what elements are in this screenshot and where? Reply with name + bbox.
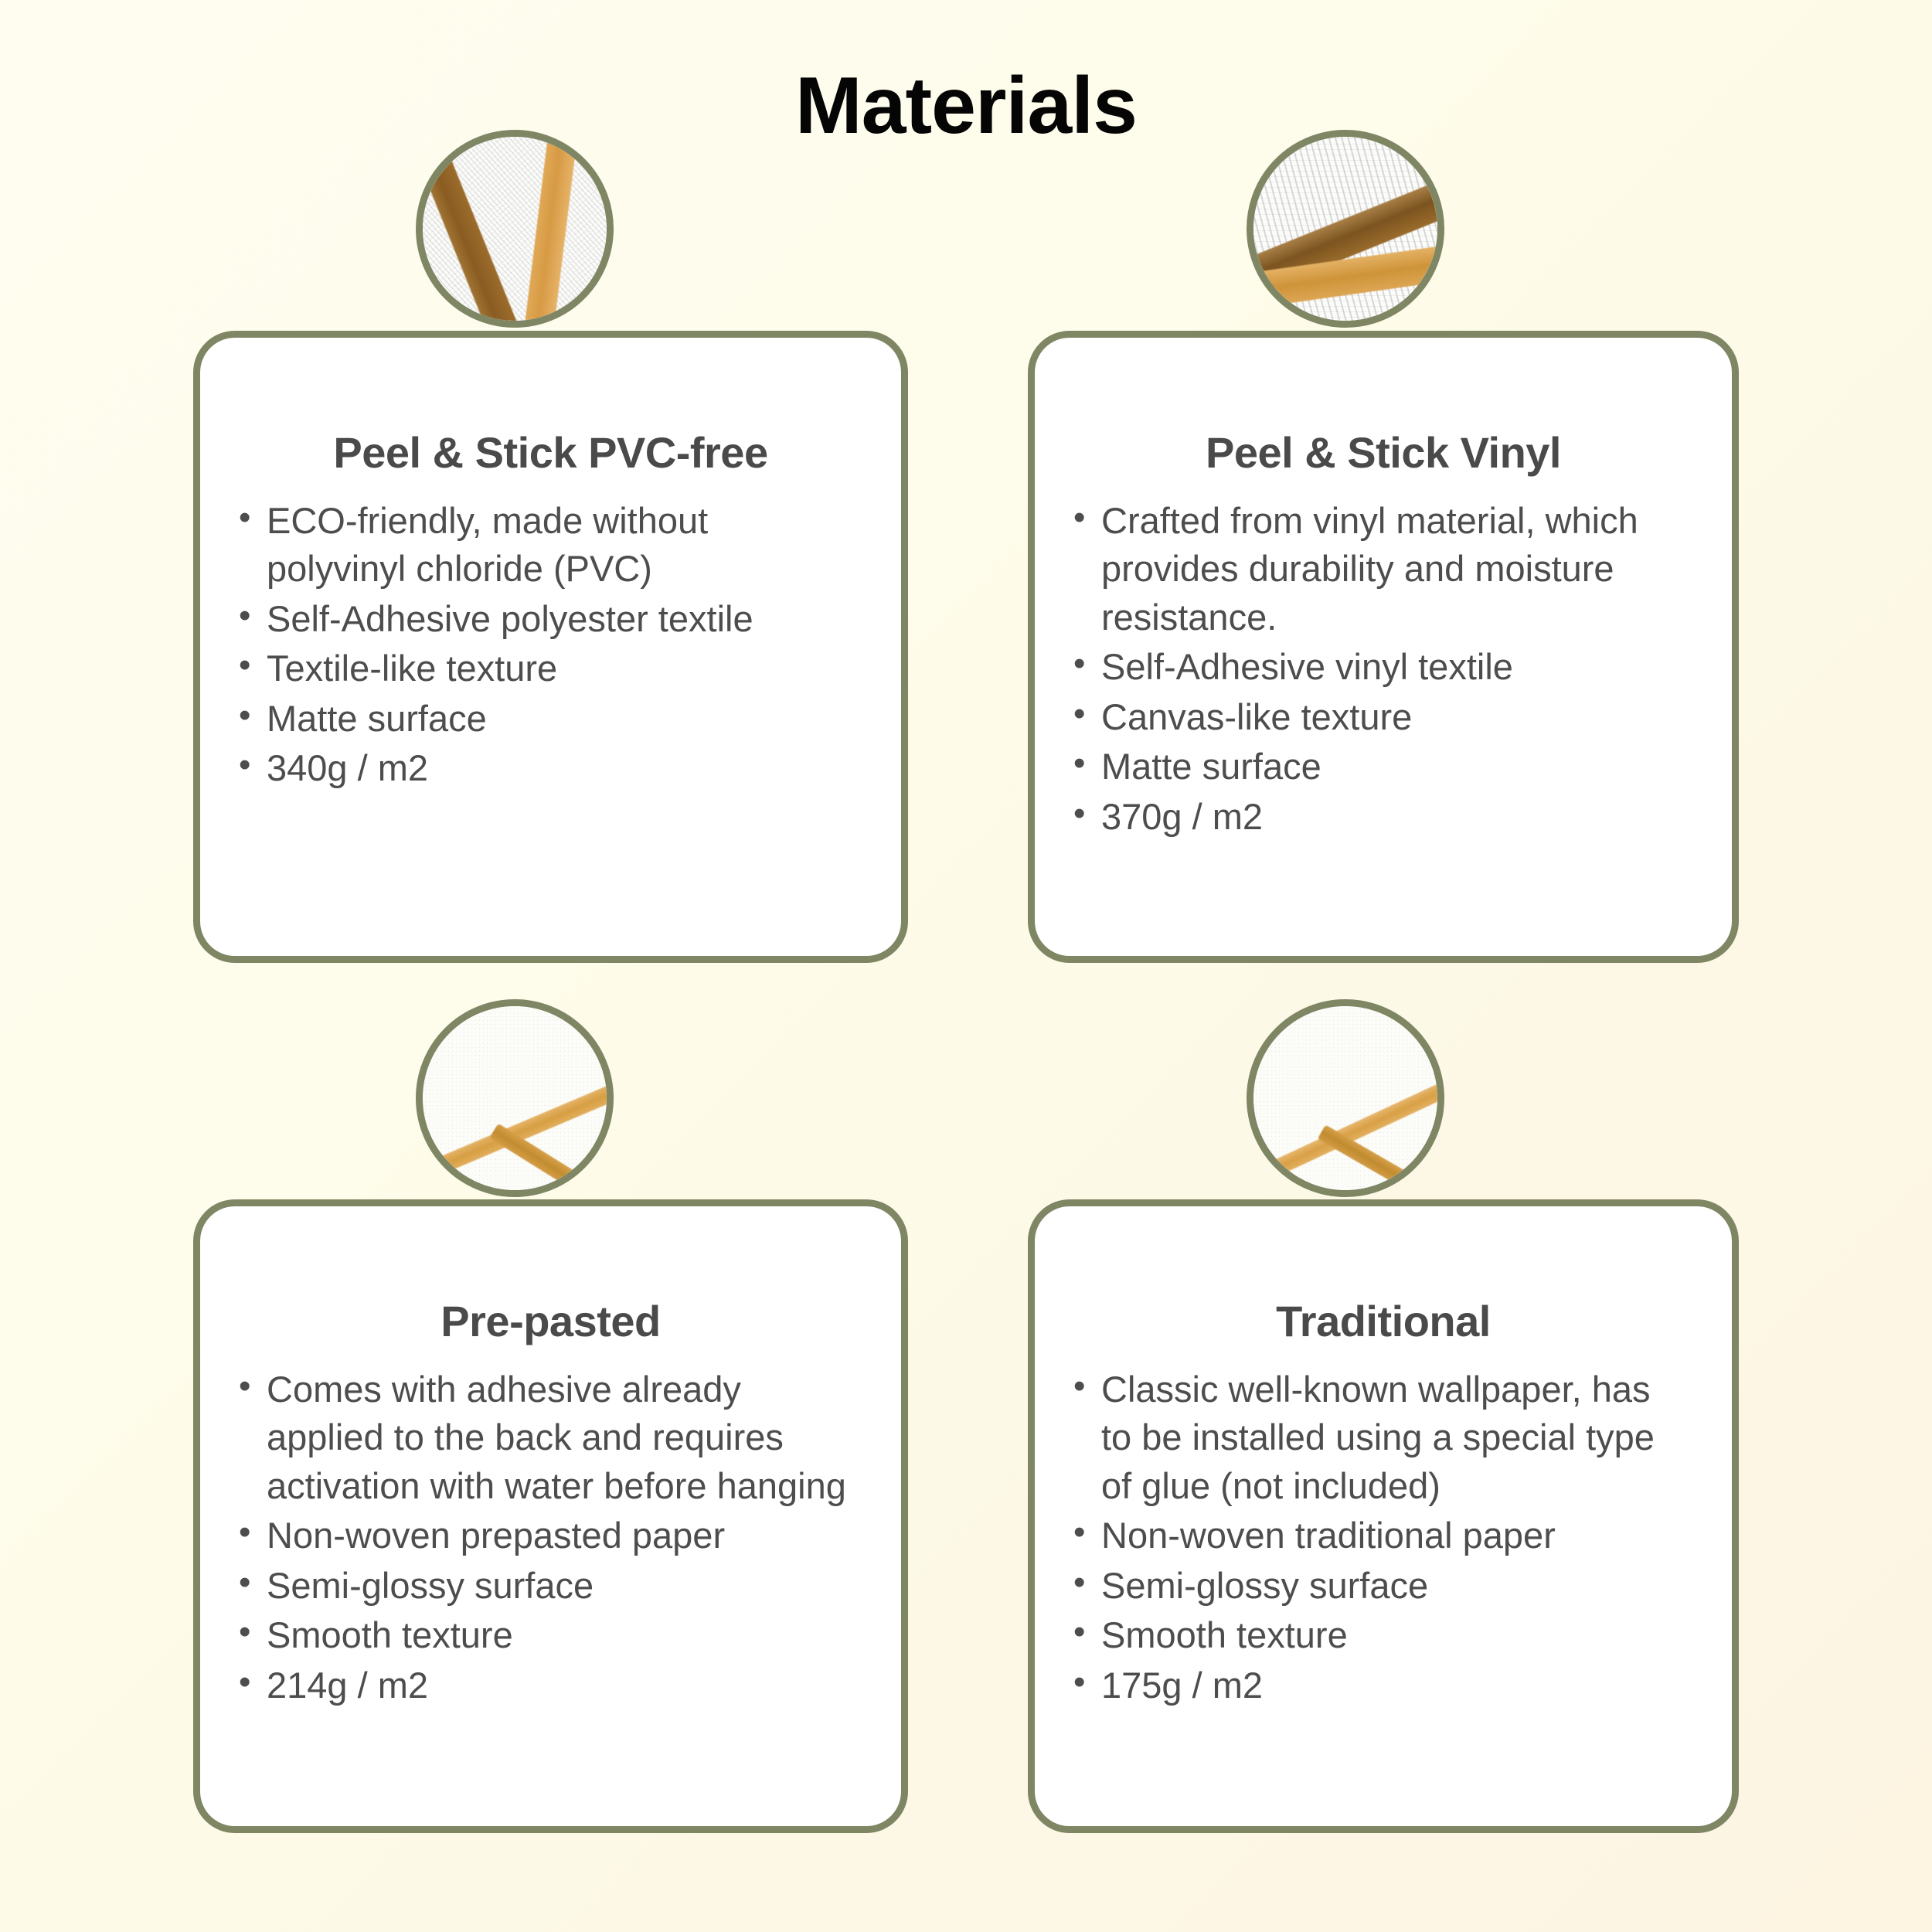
swatch-image xyxy=(423,1006,607,1190)
list-item: 214g / m2 xyxy=(228,1660,873,1710)
swatch-image xyxy=(1253,137,1437,321)
list-item: Matte surface xyxy=(228,693,873,743)
list-item: Classic well-known wallpaper, has to be … xyxy=(1063,1364,1704,1511)
page-title: Materials xyxy=(795,61,1138,151)
feature-list: Comes with adhesive already applied to t… xyxy=(228,1364,873,1710)
list-item: Semi-glossy surface xyxy=(228,1560,873,1611)
list-item: 370g / m2 xyxy=(1063,791,1704,842)
material-card-peel-stick-vinyl: Peel & Stick Vinyl Crafted from vinyl ma… xyxy=(1028,331,1739,963)
list-item: Comes with adhesive already applied to t… xyxy=(228,1364,873,1511)
list-item: Canvas-like texture xyxy=(1063,692,1704,742)
material-card-traditional: Traditional Classic well-known wallpaper… xyxy=(1028,1199,1739,1833)
material-card-peel-stick-pvc-free: Peel & Stick PVC-free ECO-friendly, made… xyxy=(193,331,908,963)
material-swatch-traditional-icon xyxy=(1247,999,1444,1197)
card-title: Peel & Stick PVC-free xyxy=(333,428,768,477)
list-item: Smooth texture xyxy=(1063,1610,1704,1660)
list-item: Textile-like texture xyxy=(228,643,873,693)
list-item: Self-Adhesive vinyl textile xyxy=(1063,641,1704,692)
list-item: Non-woven traditional paper xyxy=(1063,1510,1704,1560)
card-title: Traditional xyxy=(1276,1297,1491,1345)
swatch-image xyxy=(423,137,607,321)
list-item: 175g / m2 xyxy=(1063,1660,1704,1710)
list-item: Semi-glossy surface xyxy=(1063,1560,1704,1611)
feature-list: ECO-friendly, made without polyvinyl chl… xyxy=(228,495,873,793)
material-swatch-vinyl-icon xyxy=(1247,130,1444,328)
material-swatch-pre-pasted-icon xyxy=(416,999,614,1197)
card-title: Peel & Stick Vinyl xyxy=(1206,428,1561,477)
material-card-pre-pasted: Pre-pasted Comes with adhesive already a… xyxy=(193,1199,908,1833)
swatch-image xyxy=(1253,1006,1437,1190)
list-item: Crafted from vinyl material, which provi… xyxy=(1063,495,1704,642)
feature-list: Crafted from vinyl material, which provi… xyxy=(1063,495,1704,842)
list-item: Smooth texture xyxy=(228,1610,873,1660)
material-swatch-pvc-free-icon xyxy=(416,130,614,328)
feature-list: Classic well-known wallpaper, has to be … xyxy=(1063,1364,1704,1710)
list-item: Non-woven prepasted paper xyxy=(228,1510,873,1560)
list-item: Self-Adhesive polyester textile xyxy=(228,594,873,644)
card-title: Pre-pasted xyxy=(440,1297,661,1345)
list-item: ECO-friendly, made without polyvinyl chl… xyxy=(228,495,873,594)
list-item: Matte surface xyxy=(1063,741,1704,791)
list-item: 340g / m2 xyxy=(228,743,873,793)
